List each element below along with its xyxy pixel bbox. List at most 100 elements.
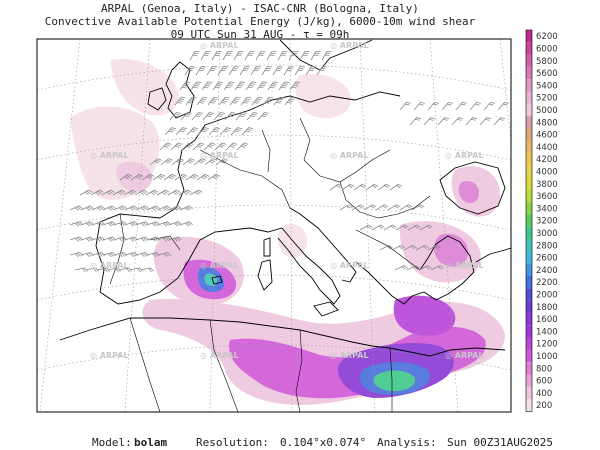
wind-barb (267, 81, 279, 91)
colorbar-swatch (526, 202, 532, 215)
wind-barb (189, 50, 200, 61)
wind-barb (113, 252, 127, 258)
wind-barb (206, 66, 217, 76)
colorbar-swatch (526, 239, 532, 252)
coast-balearics (211, 275, 223, 285)
wind-barb (123, 189, 137, 196)
wind-barb (208, 127, 221, 136)
wind-barb (389, 183, 403, 191)
wind-barb (427, 101, 439, 111)
colorbar-frame (525, 29, 533, 412)
colorbar-swatch (526, 399, 532, 412)
wind-barb (80, 252, 94, 258)
wind-barb (124, 236, 138, 242)
title-institutions: ARPAL (Genoa, Italy) - ISAC-CNR (Bologna… (101, 2, 419, 15)
wind-barb (403, 244, 417, 251)
colorbar-swatch (526, 42, 532, 55)
coastlines (59, 39, 511, 357)
wind-barb (321, 50, 332, 61)
wind-barb (168, 221, 182, 227)
wind-barb (341, 183, 355, 191)
wind-barb (236, 142, 249, 151)
colorbar-tick-label: 200 (536, 401, 552, 411)
wind-barb (102, 221, 116, 227)
wind-barb (430, 265, 444, 271)
wind-barb (395, 224, 409, 231)
colorbar-tick-label: 1400 (536, 327, 558, 337)
wind-barb (141, 173, 155, 181)
wind-barb (195, 66, 206, 76)
graticule (37, 39, 511, 412)
wind-barb (255, 50, 266, 61)
colorbar-swatch (526, 66, 532, 80)
wind-barb (273, 96, 285, 106)
wind-barb (305, 66, 316, 76)
coast-corsica (263, 237, 271, 257)
wind-barb (80, 221, 94, 227)
wind-barb (171, 158, 184, 166)
wind-barb (193, 158, 206, 166)
wind-barb (377, 183, 391, 191)
map-title-block: ARPAL (Genoa, Italy) - ISAC-CNR (Bologna… (40, 2, 480, 41)
colorbar-tick-label: 1200 (536, 340, 558, 350)
wind-barb (135, 205, 149, 211)
country-borders (109, 117, 431, 412)
wind-barb (257, 111, 269, 121)
wind-barb (200, 50, 211, 61)
wind-barb (451, 117, 464, 126)
colorbar-tick-label: 4600 (536, 131, 558, 141)
wind-barb (146, 252, 160, 258)
wind-barb (213, 111, 225, 121)
arpal-watermark: ◎ ARPAL (330, 351, 369, 360)
wind-barb (228, 66, 239, 76)
wind-barb (217, 66, 228, 76)
colorbar-tick-label: 1800 (536, 303, 558, 313)
wind-barb (146, 205, 160, 211)
wind-barb (215, 158, 228, 166)
wind-barb (283, 66, 294, 76)
wind-barb (175, 127, 188, 136)
arpal-watermark: ◎ ARPAL (330, 261, 369, 270)
arpal-watermark: ◎ ARPAL (90, 351, 129, 360)
colorbar-tick-label: 2600 (536, 254, 558, 264)
colorbar-tick-label: 3600 (536, 192, 558, 202)
wind-barb (190, 81, 202, 91)
wind-barb (427, 244, 441, 251)
wind-barb (493, 117, 506, 126)
wind-barb (256, 81, 268, 91)
wind-barb (91, 205, 105, 211)
colorbar-swatch (526, 386, 532, 399)
colorbar-swatch (526, 337, 532, 350)
colorbar-swatch (526, 226, 532, 240)
colorbar-swatch (526, 362, 532, 375)
wind-barb (272, 66, 283, 76)
wind-barb (207, 96, 219, 106)
wind-barb (379, 244, 393, 251)
wind-barb (423, 117, 436, 126)
wind-barb (383, 224, 397, 231)
colorbar-swatch (526, 103, 532, 117)
wind-barb (222, 50, 233, 61)
colorbar-swatch (526, 153, 532, 166)
arpal-watermark: ◎ ARPAL (90, 261, 129, 270)
coast-north-europe (204, 91, 401, 126)
wind-barb (365, 183, 379, 191)
wind-barb (185, 96, 197, 106)
wind-barb (289, 81, 301, 91)
wind-barb (179, 205, 193, 211)
colorbar-tick-label: 5000 (536, 106, 558, 116)
wind-barb (180, 111, 192, 121)
wind-barb (245, 81, 257, 91)
wind-barb (224, 111, 236, 121)
arpal-watermark: ◎ ARPAL (200, 261, 239, 270)
colorbar-swatch (526, 128, 532, 141)
cape-area-central-europe (295, 74, 351, 119)
wind-barb (202, 111, 214, 121)
coast-iberia (95, 213, 233, 305)
wind-barb (203, 142, 216, 151)
coast-balkans (355, 261, 475, 305)
colorbar-swatch (526, 30, 532, 43)
colorbar-tick-label: 2800 (536, 241, 558, 251)
arpal-watermark: ◎ ARPAL (330, 151, 369, 160)
